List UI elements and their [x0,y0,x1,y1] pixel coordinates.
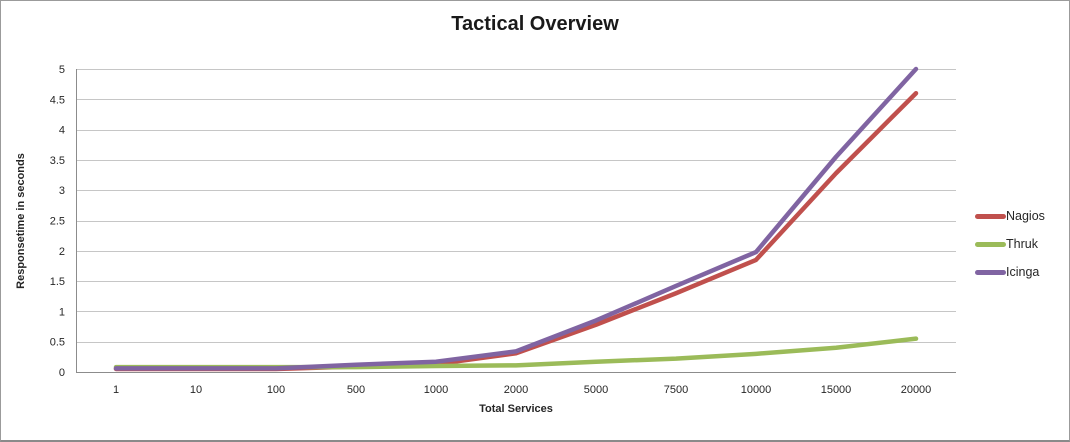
legend-label: Icinga [1006,265,1040,279]
svg-text:5: 5 [59,64,65,76]
svg-text:10: 10 [190,384,202,396]
svg-text:100: 100 [267,384,285,396]
icinga-line-swatch [975,270,1006,275]
legend-item-nagios: Nagios [975,208,1045,225]
svg-text:2.5: 2.5 [50,216,65,228]
svg-text:1: 1 [59,306,65,318]
legend-label: Thruk [1006,237,1038,251]
chart-title: Tactical Overview [451,13,619,35]
svg-text:0: 0 [59,367,65,379]
legend-item-icinga: Icinga [975,264,1045,281]
svg-text:1.5: 1.5 [50,276,65,288]
svg-text:1: 1 [113,384,119,396]
svg-text:4.5: 4.5 [50,94,65,106]
svg-text:3: 3 [59,185,65,197]
legend: Nagios Thruk Icinga [975,208,1045,292]
thruk-line-swatch [975,242,1006,247]
svg-text:7500: 7500 [664,384,688,396]
nagios-line-swatch [975,214,1006,219]
svg-text:3.5: 3.5 [50,155,65,167]
legend-label: Nagios [1006,209,1045,223]
svg-text:20000: 20000 [901,384,932,396]
svg-text:5000: 5000 [584,384,608,396]
legend-item-thruk: Thruk [975,236,1045,253]
svg-text:15000: 15000 [821,384,852,396]
svg-text:10000: 10000 [741,384,772,396]
svg-text:0.5: 0.5 [50,337,65,349]
svg-text:2: 2 [59,246,65,258]
y-axis-title: Responsetime in seconds [15,153,27,289]
svg-text:500: 500 [347,384,365,396]
x-axis-title: Total Services [479,403,553,415]
svg-text:4: 4 [59,125,65,137]
svg-text:1000: 1000 [424,384,448,396]
svg-text:2000: 2000 [504,384,528,396]
